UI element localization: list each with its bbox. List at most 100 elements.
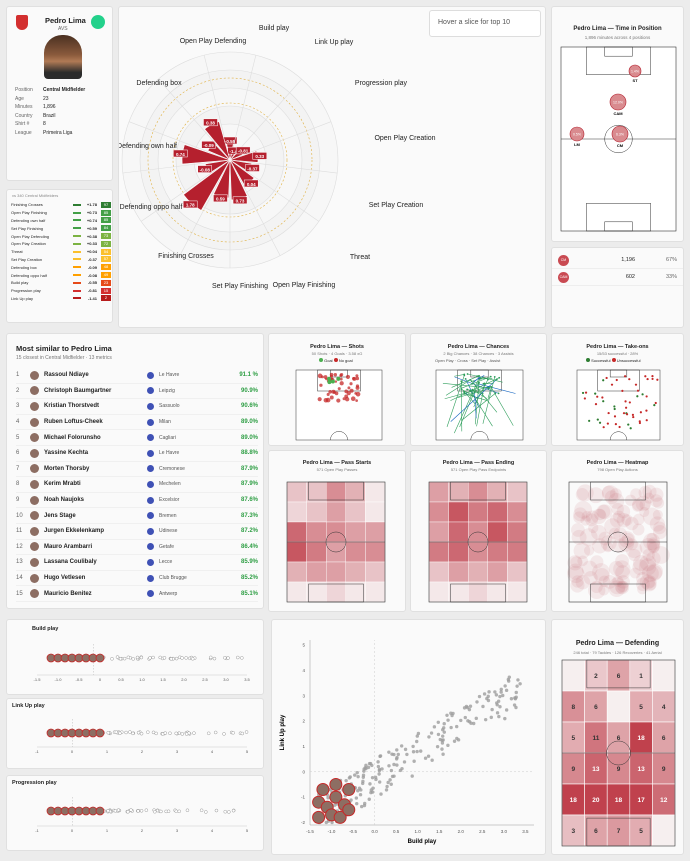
dist-tick: 5: [246, 749, 249, 754]
club-badge-icon: [147, 371, 154, 379]
chance-end: [489, 375, 492, 378]
heat-blob: [629, 567, 641, 579]
scatter-dot: [366, 765, 371, 770]
position-dot-pct: 12.0%: [613, 101, 623, 105]
heat-blob: [567, 563, 584, 580]
scatter-dot: [442, 726, 446, 730]
scatter-dot: [356, 774, 360, 779]
heat-blob: [581, 510, 593, 522]
similar-name: Kerim Mrabti: [44, 481, 81, 488]
grid-cell: [306, 521, 327, 543]
similar-row[interactable]: 2 Christoph Baumgartner Leipzig 90.9%: [16, 384, 258, 400]
scatter-dot: [426, 754, 431, 758]
similar-row[interactable]: 12 Mauro Arambarri Getafe 86.4%: [16, 540, 258, 556]
scatter-dot: [379, 792, 383, 796]
similar-row[interactable]: 14 Hugo Vetlesen Club Brugge 85.2%: [16, 571, 258, 587]
metric-row: Build play -0.55 23: [11, 279, 112, 287]
similar-row[interactable]: 15 Mauricio Benitez Antwerp 85.1%: [16, 586, 258, 602]
radar-chart[interactable]: -0.55 Build play -1.41 Link Up play -0.81 Pro…: [119, 7, 547, 329]
metric-row: Open Play Finishing +0.73 85: [11, 209, 112, 217]
dist-player-face: [95, 728, 105, 738]
scatter-dot: [486, 698, 491, 703]
scatter-plot[interactable]: -1.5 -1.0 -0.5 0.0 0.5 1.0 1.5 2.0 2.5 3.0 3.5 5 4 3 2…: [272, 620, 547, 856]
scatter-dot: [326, 796, 330, 800]
position-dot-label: CM: [617, 143, 624, 148]
similar-row[interactable]: 10 Jens Stage Bremen 87.3%: [16, 508, 258, 524]
similar-row[interactable]: 1 Rassoul Ndiaye Le Havre 91.1 %: [16, 368, 258, 384]
dist-tick: 4: [211, 828, 214, 833]
grid-cell: [345, 541, 366, 563]
metric-name: Defending box: [11, 264, 37, 270]
player-club: AVS: [58, 26, 68, 32]
dist-tick: 4: [211, 749, 214, 754]
similar-score: 89.0%: [240, 419, 258, 426]
radar-axis-label: Link Up play: [315, 39, 354, 46]
scatter-dot: [482, 692, 487, 696]
scatter-x-tick: 3.5: [522, 829, 529, 834]
shot-dot: [350, 396, 356, 402]
dist-dot: [136, 809, 140, 813]
scatter-dot: [490, 707, 494, 712]
heat-blob: [570, 556, 583, 569]
dist-dot: [114, 730, 119, 734]
chance-end: [463, 392, 466, 395]
similar-row[interactable]: 7 Morten Thorsby Cremonese 87.9%: [16, 462, 258, 478]
scatter-dot: [516, 678, 520, 682]
grid-cell: [448, 501, 469, 523]
scatter-dot: [395, 755, 399, 760]
metric-pct: 2: [101, 295, 111, 302]
dist-dot: [206, 731, 211, 736]
dist-tick: 5: [246, 828, 249, 833]
scatter-dot: [435, 744, 440, 749]
heat-blob: [643, 575, 657, 588]
chance-end: [488, 387, 491, 389]
dist-linkup-plot: -1 0 1 2 3 4 5: [35, 719, 249, 754]
chances-legend-cross: Cross: [457, 358, 468, 363]
grid-cell: [428, 561, 449, 583]
similar-row[interactable]: 11 Jurgen Ekkelenkamp Udinese 87.2%: [16, 524, 258, 540]
heat-blob: [613, 560, 631, 578]
heat-blob: [587, 581, 606, 600]
takeon-dot: [613, 407, 616, 411]
heat-blob: [639, 499, 651, 511]
similar-rank: 9: [16, 497, 20, 504]
chance-line: [482, 376, 496, 424]
radar-axis-label: Open Play Defending: [180, 38, 247, 45]
info-row: League Primeira Liga: [15, 129, 110, 138]
metric-pct: 23: [101, 279, 111, 286]
scatter-dot: [465, 705, 470, 710]
similar-row[interactable]: 3 Kristian Thorstvedt Sassuolo 90.6%: [16, 399, 258, 415]
similar-row[interactable]: 13 Lassana Coulibaly Lecce 85.9%: [16, 555, 258, 571]
heat-blob: [576, 484, 594, 502]
takeons-legend-success: Successful: [591, 358, 611, 363]
similar-row[interactable]: 8 Kerim Mrabti Mechelen 87.9%: [16, 477, 258, 493]
shot-dot: [347, 386, 351, 390]
grid-cell: [326, 581, 347, 603]
center-arc: [609, 431, 628, 441]
heatmap-title: Pedro Lima — Heatmap: [586, 460, 649, 466]
takeon-dot: [628, 401, 631, 404]
scatter-dot: [419, 749, 423, 753]
heat-blob: [617, 580, 629, 593]
heat-blob: [646, 565, 663, 581]
similar-row[interactable]: 6 Yassine Kechta Le Havre 88.8%: [16, 446, 258, 462]
similar-name: Yassine Kechta: [44, 450, 89, 457]
heat-blob: [590, 555, 604, 569]
scatter-y-tick: 3: [302, 693, 305, 698]
chance-line: [442, 382, 490, 389]
dist-dot: [184, 656, 188, 660]
center-circle: [606, 740, 631, 766]
heat-blob: [628, 548, 641, 562]
grid-cell: [507, 521, 528, 543]
similar-row[interactable]: 9 Noah Naujoks Excelsior 87.6%: [16, 493, 258, 509]
metric-name: Progression play: [11, 288, 41, 294]
chances-title: Pedro Lima — Chances: [447, 344, 510, 350]
heat-blob: [609, 488, 622, 501]
similar-row[interactable]: 5 Michael Folorunsho Cagliari 89.0%: [16, 430, 258, 446]
similar-row[interactable]: 4 Ruben Loftus-Cheek Milan 89.0%: [16, 415, 258, 431]
defending-title: Pedro Lima — Defending: [575, 640, 660, 647]
radar-axis-label: Open Play Creation: [374, 135, 435, 142]
grid-cell: [286, 581, 307, 603]
club-badge-icon: [147, 590, 154, 598]
metric-row: Finishing Crosses +1.78 97: [11, 201, 112, 209]
